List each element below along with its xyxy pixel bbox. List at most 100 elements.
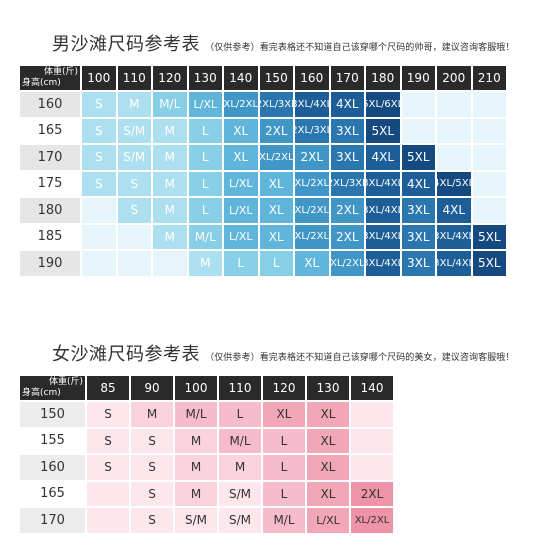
size-cell: 3XL (330, 118, 364, 143)
size-cell: 5XL/6XL (366, 92, 400, 117)
size-cell: M (153, 171, 187, 196)
size-cell (472, 171, 506, 196)
men-corner-header: 体重(斤) 身高(cm) (20, 66, 80, 90)
size-cell: 2XL (351, 481, 393, 506)
size-cell: 2XL (295, 145, 329, 170)
corner-height-label: 身高(cm) (22, 78, 61, 88)
size-cell (437, 92, 471, 117)
size-cell: XL (307, 428, 349, 453)
women-corner-header: 体重(斤) 身高(cm) (20, 376, 85, 400)
size-cell (401, 118, 435, 143)
size-cell: S (117, 198, 151, 223)
size-cell: S/M (117, 118, 151, 143)
size-cell: L (188, 118, 222, 143)
size-cell: S (131, 508, 173, 533)
size-cell: L/XL (224, 198, 258, 223)
size-cell: M/L (263, 508, 305, 533)
size-cell: L (259, 251, 293, 276)
height-label: 170 (20, 508, 85, 533)
size-cell (82, 198, 116, 223)
size-cell: S (82, 92, 116, 117)
size-cell: 4XL (401, 171, 435, 196)
size-cell: M (153, 145, 187, 170)
weight-header: 160 (295, 66, 329, 90)
size-cell: L (219, 402, 261, 427)
size-cell: 3XL (401, 198, 435, 223)
size-cell: S (87, 402, 129, 427)
size-cell: 4XL (330, 92, 364, 117)
height-label: 165 (20, 481, 85, 506)
size-cell: XL (259, 224, 293, 249)
size-cell: XL/2XL (295, 171, 329, 196)
size-cell (87, 508, 129, 533)
size-cell: M/L (188, 224, 222, 249)
height-label: 185 (20, 224, 80, 249)
women-subtitle: （仅供参考）看完表格还不知道自己该穿哪个尺码的美女，建议咨询客服哦！ (205, 353, 515, 363)
size-cell: M (175, 455, 217, 480)
size-cell: 3XL/4XL (437, 224, 471, 249)
size-cell: S (82, 118, 116, 143)
weight-header: 180 (366, 66, 400, 90)
size-cell: 3XL/4XL (366, 224, 400, 249)
size-cell: 2XL/3XL (295, 118, 329, 143)
weight-header: 140 (224, 66, 258, 90)
size-cell: S (131, 428, 173, 453)
corner-weight-label: 体重(斤) (43, 67, 78, 77)
size-cell: L/XL (188, 92, 222, 117)
size-cell: M (153, 224, 187, 249)
weight-header: 150 (259, 66, 293, 90)
size-cell (401, 92, 435, 117)
height-label: 190 (20, 251, 80, 276)
size-cell: 3XL/4XL (366, 171, 400, 196)
size-cell: M/L (219, 428, 261, 453)
size-cell: XL/2XL (351, 508, 393, 533)
size-cell: 5XL (472, 251, 506, 276)
height-label: 155 (20, 428, 85, 453)
size-cell (437, 118, 471, 143)
size-cell: 5XL (401, 145, 435, 170)
size-cell: S (82, 171, 116, 196)
size-cell: XL (224, 145, 258, 170)
size-cell: 2XL/3XL (259, 92, 293, 117)
size-cell: XL/2XL (295, 198, 329, 223)
weight-header: 130 (307, 376, 349, 400)
size-cell: S (82, 145, 116, 170)
weight-header: 200 (437, 66, 471, 90)
size-cell: XL/2XL (295, 224, 329, 249)
size-cell (153, 251, 187, 276)
size-cell (117, 251, 151, 276)
height-label: 165 (20, 118, 80, 143)
weight-header: 130 (188, 66, 222, 90)
size-cell (351, 402, 393, 427)
size-cell: XL (259, 198, 293, 223)
height-label: 160 (20, 92, 80, 117)
size-cell: XL (263, 402, 305, 427)
size-cell: XL (224, 118, 258, 143)
size-cell: S/M (219, 481, 261, 506)
size-cell: S (131, 481, 173, 506)
weight-header: 90 (131, 376, 173, 400)
weight-header: 110 (219, 376, 261, 400)
size-cell: S (131, 455, 173, 480)
size-cell: L (263, 481, 305, 506)
weight-header: 210 (472, 66, 506, 90)
size-cell: 2XL (330, 224, 364, 249)
size-cell: L/XL (224, 224, 258, 249)
size-cell (87, 481, 129, 506)
size-cell: 3XL/4XL (366, 198, 400, 223)
size-cell: M (175, 481, 217, 506)
size-cell: L (263, 428, 305, 453)
weight-header: 190 (401, 66, 435, 90)
weight-header: 140 (351, 376, 393, 400)
size-cell: XL/2XL (330, 251, 364, 276)
size-cell: 2XL (259, 118, 293, 143)
height-label: 150 (20, 402, 85, 427)
size-cell: M (153, 198, 187, 223)
size-cell (472, 118, 506, 143)
women-title-text: 女沙滩尺码参考表 (52, 344, 200, 365)
size-cell: 4XL/5XL (437, 171, 471, 196)
weight-header: 100 (175, 376, 217, 400)
size-cell (82, 224, 116, 249)
size-cell: XL/2XL (224, 92, 258, 117)
size-cell: M (219, 455, 261, 480)
